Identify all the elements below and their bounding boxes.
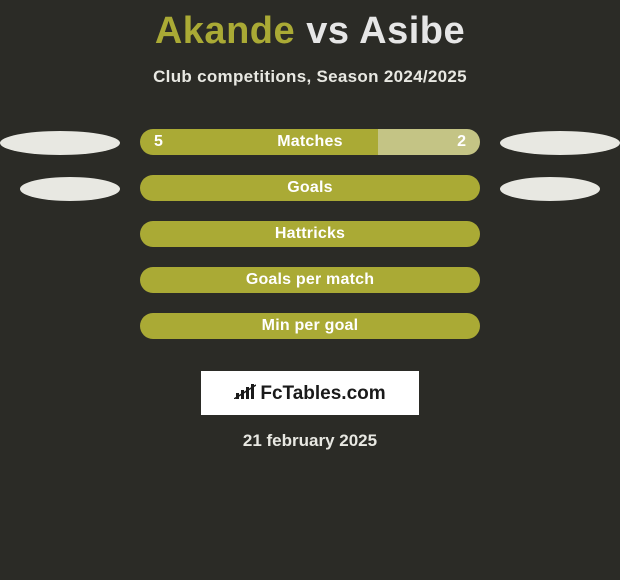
stat-label: Hattricks (140, 221, 480, 247)
stat-row: Goals (0, 175, 620, 221)
footer-date: 21 february 2025 (0, 431, 620, 451)
stat-bar: Goals per match (140, 267, 480, 293)
stat-bar: Goals (140, 175, 480, 201)
player1-value-ellipse (0, 131, 120, 155)
player2-value-ellipse (500, 177, 600, 201)
player2-name: Asibe (359, 10, 465, 52)
stat-bar: Min per goal (140, 313, 480, 339)
logo-box: FcTables.com (201, 371, 419, 415)
player2-value-ellipse (500, 131, 620, 155)
player1-name: Akande (155, 10, 295, 52)
stat-label: Min per goal (140, 313, 480, 339)
stat-row: Hattricks (0, 221, 620, 267)
bar-chart-icon (234, 381, 256, 399)
logo-text: FcTables.com (260, 383, 385, 405)
comparison-title: Akande vs Asibe (0, 0, 620, 53)
stat-rows: 52Matches Goals Hattricks Goals per match Mi… (0, 129, 620, 359)
stat-bar: 52Matches (140, 129, 480, 155)
stat-label: Goals per match (140, 267, 480, 293)
logo: FcTables.com (234, 381, 385, 405)
stat-row: Min per goal (0, 313, 620, 359)
subtitle: Club competitions, Season 2024/2025 (0, 67, 620, 87)
stat-row: 52Matches (0, 129, 620, 175)
player1-value-ellipse (20, 177, 120, 201)
vs-separator: vs (306, 10, 349, 52)
stat-label: Matches (140, 129, 480, 155)
stat-bar: Hattricks (140, 221, 480, 247)
stat-label: Goals (140, 175, 480, 201)
stat-row: Goals per match (0, 267, 620, 313)
